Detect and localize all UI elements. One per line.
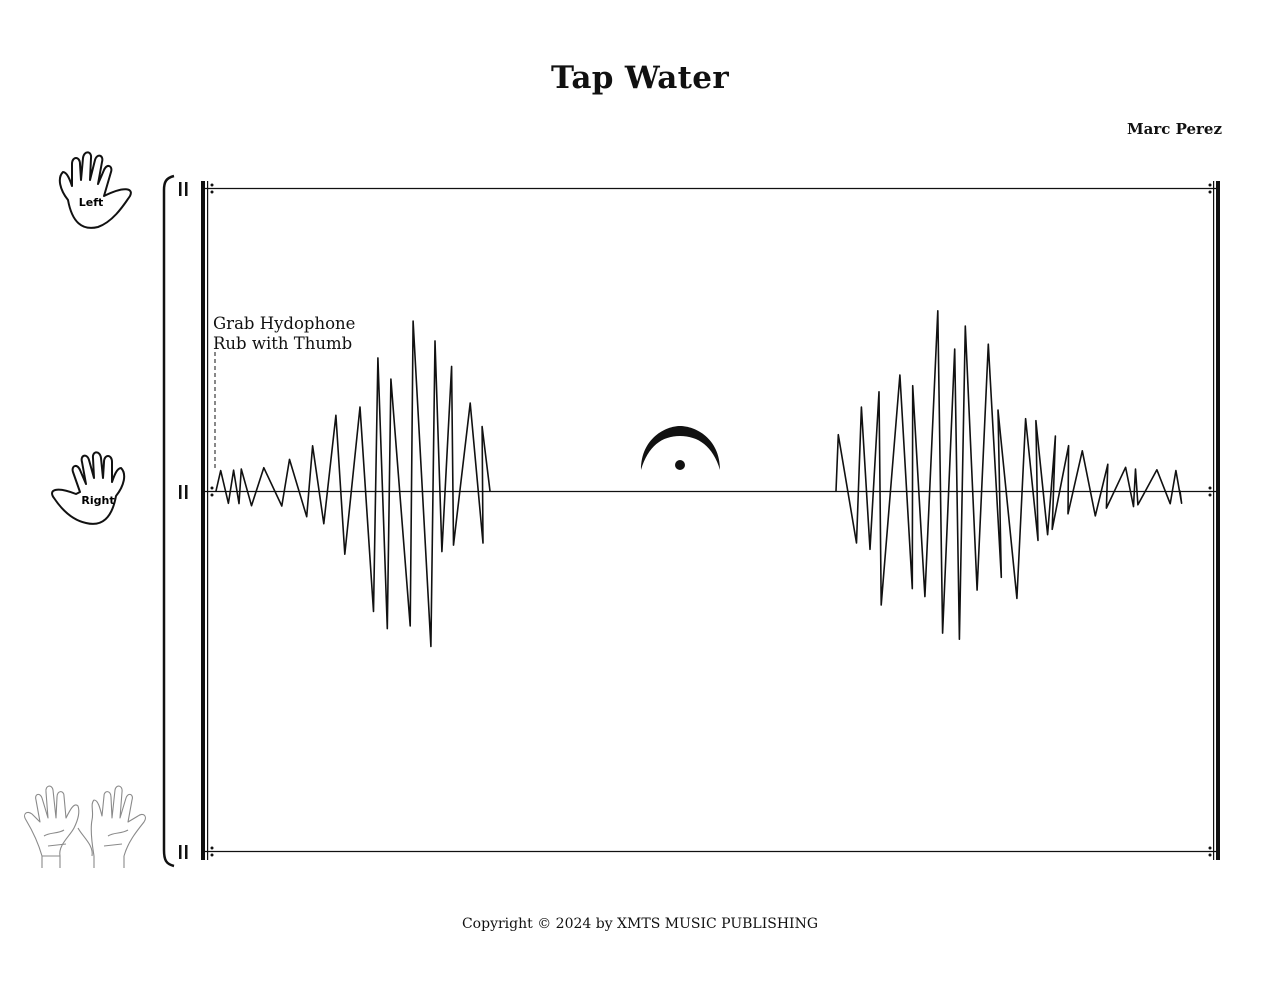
right-hand-icon: Right [51, 451, 126, 525]
fermata-symbol [641, 426, 720, 470]
system-brace [162, 174, 175, 868]
copyright-notice: Copyright © 2024 by XMTS MUSIC PUBLISHIN… [461, 916, 819, 932]
left-hand-label: Left [79, 196, 104, 209]
waveform-scribble-right [835, 310, 1183, 640]
score-title: Tap Water [551, 60, 729, 96]
both-hands-icon [24, 785, 146, 868]
performance-instruction: Grab Hydophone Rub with Thumb [213, 314, 355, 354]
start-barline [201, 181, 209, 860]
repeat-end-dots [1208, 183, 1212, 857]
instruction-line-2: Rub with Thumb [213, 334, 353, 353]
waveform-scribble-left [215, 320, 491, 648]
end-barline [1213, 181, 1220, 860]
instruction-line-1: Grab Hydophone [213, 314, 356, 333]
percussion-clef [179, 182, 188, 859]
repeat-start-dots [210, 183, 214, 857]
right-hand-label: Right [81, 494, 114, 507]
composer-name: Marc Perez [1127, 120, 1222, 138]
left-hand-icon: Left [58, 151, 132, 229]
